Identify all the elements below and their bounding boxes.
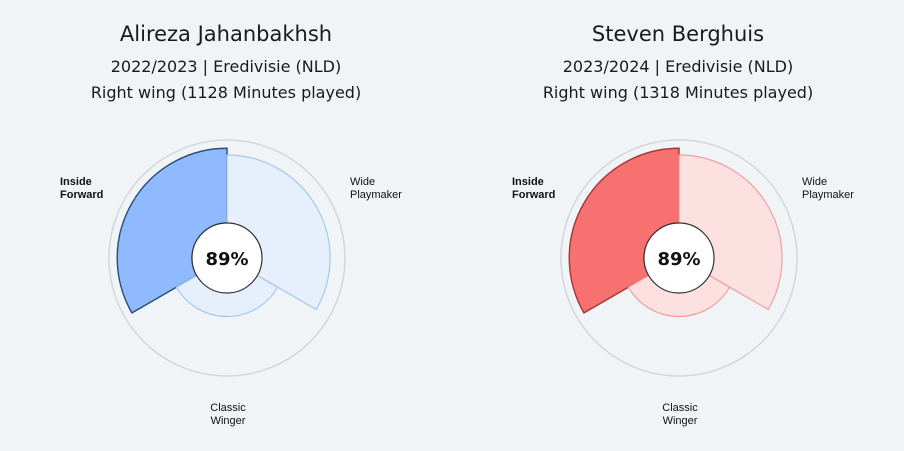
category-label-classic-winger: Classic Winger (662, 402, 698, 427)
center-percentage: 89% (205, 249, 248, 270)
radial-chart: 89% (108, 139, 346, 377)
season-league: 2023/2024 | Eredivisie (NLD) (562, 57, 794, 76)
chart-panel-left: Alireza Jahanbakhsh 2022/2023 | Eredivis… (60, 22, 402, 427)
player-name: Steven Berghuis (591, 22, 765, 46)
radial-chart: 89% (560, 139, 798, 377)
outer-ring (560, 139, 798, 377)
center-percentage: 89% (657, 249, 700, 270)
chart-panel-right: Steven Berghuis 2023/2024 | Eredivisie (… (452, 0, 904, 451)
category-label-classic-winger: Classic Winger (210, 402, 246, 427)
category-label-inside-forward: Inside Forward (512, 176, 556, 201)
category-label-wide-playmaker: Wide Playmaker (350, 176, 402, 201)
category-label-inside-forward: Inside Forward (60, 176, 104, 201)
center-circle (191, 222, 263, 294)
outer-ring (108, 139, 346, 377)
center-circle (643, 222, 715, 294)
position-minutes: Right wing (1128 Minutes played) (90, 83, 362, 102)
season-league: 2022/2023 | Eredivisie (NLD) (110, 57, 342, 76)
category-label-wide-playmaker: Wide Playmaker (802, 176, 854, 201)
player-name: Alireza Jahanbakhsh (119, 22, 333, 46)
position-minutes: Right wing (1318 Minutes played) (542, 83, 814, 102)
